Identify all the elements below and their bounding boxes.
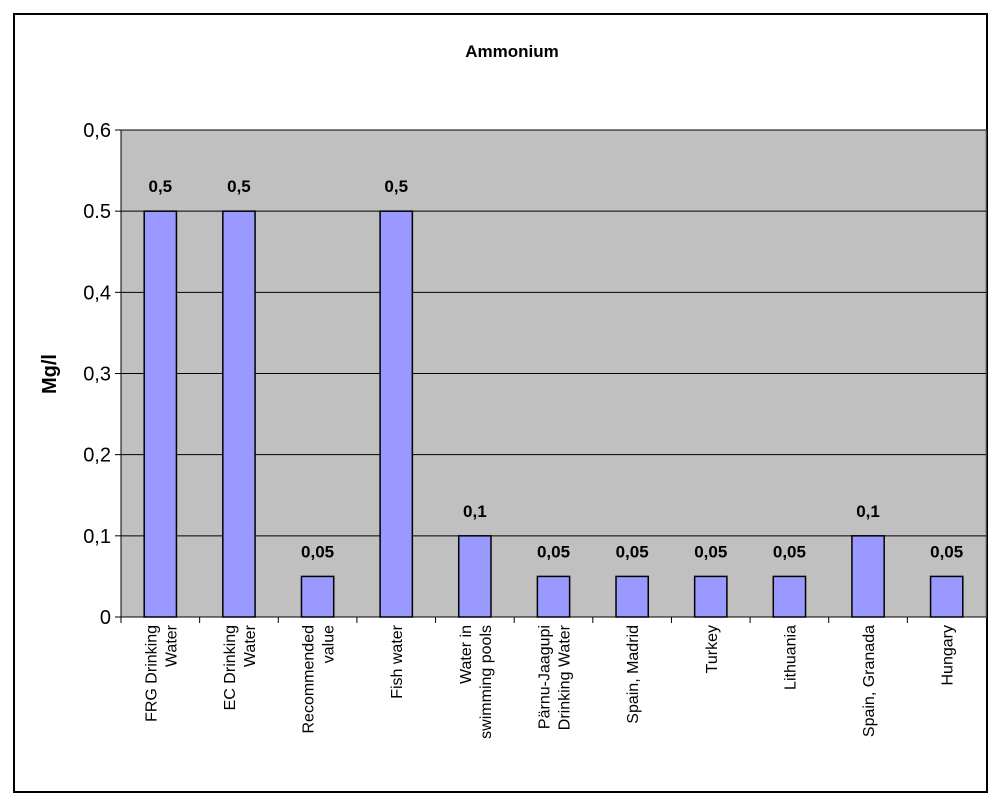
category-label: Lithuania xyxy=(782,625,799,690)
category-label: Pärnu-Jaagupi xyxy=(537,625,554,729)
bar xyxy=(222,210,256,618)
category-label: Hungary xyxy=(940,625,957,685)
category-label: swimming pools xyxy=(478,625,495,739)
bar-value-label: 0,5 xyxy=(384,177,408,196)
y-axis-title: Mg/l xyxy=(39,354,61,394)
bar xyxy=(300,575,335,618)
bar xyxy=(615,575,650,618)
y-tick-labels: 0 0,1 0,2 0,3 0,4 0.5 0,6 xyxy=(83,120,111,629)
category-labels: FRG Drinking Water EC Drinking Water Recomme… xyxy=(143,624,956,738)
y-tick-label: 0,2 xyxy=(83,445,111,467)
data-labels: 0,5 0,5 0,05 0,5 0,1 0,05 0,05 0,05 0,05 0,1 0,05 xyxy=(148,177,963,561)
bar-value-label: 0,1 xyxy=(856,502,880,521)
bar-value-label: 0,5 xyxy=(148,177,172,196)
category-label: FRG Drinking xyxy=(143,625,160,722)
bar xyxy=(851,535,885,618)
y-tick-label: 0.5 xyxy=(83,201,111,223)
bar xyxy=(772,575,807,618)
category-label: EC Drinking xyxy=(222,625,239,710)
category-label: Turkey xyxy=(704,625,721,673)
bar-value-label: 0,05 xyxy=(537,542,570,561)
category-label: value xyxy=(321,625,338,663)
bar xyxy=(929,575,964,618)
bar xyxy=(379,210,414,618)
category-label: Water in xyxy=(458,625,475,684)
bar xyxy=(693,575,728,618)
y-tick-label: 0,6 xyxy=(83,120,111,142)
bar-value-label: 0,5 xyxy=(227,177,251,196)
y-tick-label: 0,3 xyxy=(83,364,111,386)
y-tick-label: 0,4 xyxy=(83,282,111,304)
bar xyxy=(457,535,492,618)
bars xyxy=(143,210,964,618)
bar xyxy=(536,575,571,618)
bar xyxy=(143,210,178,618)
bar-value-label: 0,05 xyxy=(616,542,649,561)
category-label: Drinking Water xyxy=(557,624,574,730)
bar-value-label: 0,05 xyxy=(694,542,727,561)
category-label: Water xyxy=(242,624,259,667)
category-label: Spain, Madrid xyxy=(625,625,642,724)
y-tick-label: 0,1 xyxy=(83,526,111,548)
category-label: Spain, Granada xyxy=(861,625,878,737)
bar-value-label: 0,05 xyxy=(930,542,963,561)
chart-title: Ammonium xyxy=(465,42,559,61)
bar-value-label: 0,05 xyxy=(773,542,806,561)
category-label: Recommended xyxy=(301,625,318,734)
bar-value-label: 0,1 xyxy=(463,502,487,521)
category-label: Water xyxy=(163,624,180,667)
bar-value-label: 0,05 xyxy=(301,542,334,561)
y-tick-label: 0 xyxy=(100,607,111,629)
category-label: Fish water xyxy=(389,624,406,698)
